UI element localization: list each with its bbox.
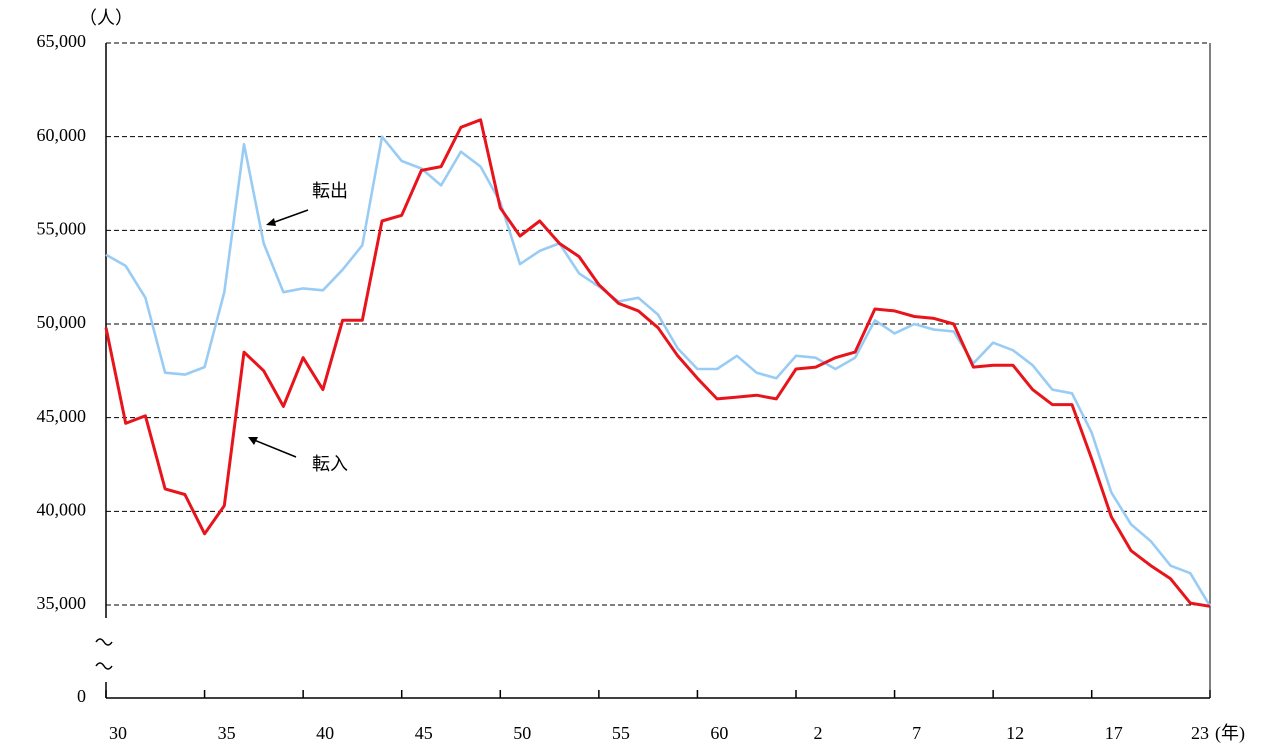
x-tick-label: 30 <box>109 723 127 743</box>
x-tick-label: 23 <box>1191 723 1209 743</box>
y-tick-label: 55,000 <box>37 218 87 238</box>
y-tick-label: 0 <box>77 686 86 706</box>
annotation-arrow <box>271 209 309 224</box>
x-tick-label: 12 <box>1006 723 1024 743</box>
annotation: 転出 <box>312 181 348 201</box>
x-tick-label: 2 <box>814 723 823 743</box>
y-tick-label: 40,000 <box>37 499 87 519</box>
x-tick-label: 50 <box>513 723 531 743</box>
annotation: 転入 <box>312 454 348 474</box>
x-tick-label: 17 <box>1105 723 1123 743</box>
x-tick-label: 7 <box>912 723 921 743</box>
annotation-arrowhead <box>248 437 258 445</box>
annotation-arrowhead <box>266 218 276 226</box>
line-series <box>104 118 1211 608</box>
x-axis-label: (年) <box>1215 723 1245 744</box>
annotation-arrow <box>253 439 297 458</box>
x-tick-label: 35 <box>218 723 236 743</box>
x-tick-label: 40 <box>316 723 334 743</box>
x-tick-label: 55 <box>612 723 630 743</box>
y-tick-label: 60,000 <box>37 125 87 145</box>
y-unit: （人） <box>79 8 133 28</box>
x-tick-label: 60 <box>710 723 728 743</box>
line-series <box>105 135 1212 607</box>
axis-break <box>95 638 113 670</box>
y-tick-label: 50,000 <box>37 312 87 332</box>
y-tick-label: 65,000 <box>37 31 87 51</box>
y-tick-label: 35,000 <box>37 593 87 613</box>
y-tick-label: 45,000 <box>37 406 87 426</box>
x-tick-label: 45 <box>415 723 433 743</box>
